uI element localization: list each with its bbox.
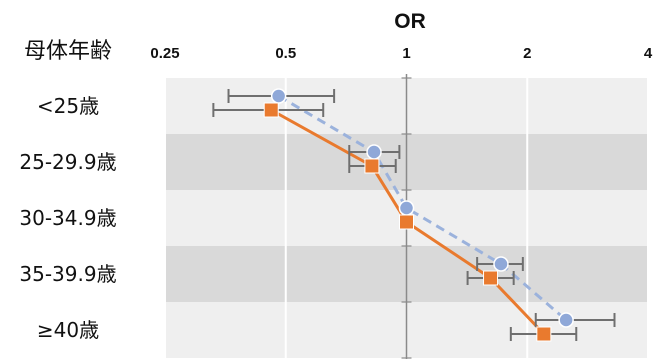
row-label: 35-39.9歳 [19, 262, 116, 286]
row-labels: <25歳 25-29.9歳 30-34.9歳 35-39.9歳 ≥40歳 [19, 94, 116, 342]
data-point-square [364, 158, 380, 174]
data-point-circle [270, 88, 287, 104]
markers [263, 88, 574, 342]
row-label: 30-34.9歳 [19, 206, 116, 230]
data-point-circle [366, 144, 382, 160]
x-tick-label: 4 [644, 45, 653, 62]
data-point-square [263, 102, 279, 118]
x-tick-label: 2 [523, 45, 531, 62]
x-tick-label: 0.5 [275, 45, 296, 62]
data-point-square [536, 326, 552, 342]
data-point-square [399, 214, 414, 230]
row-header-label: 母体年齢 [24, 39, 112, 64]
x-tick-label: 0.25 [150, 45, 179, 62]
data-point-circle [398, 200, 415, 216]
data-point-square [483, 270, 499, 286]
x-tick-label: 1 [402, 45, 410, 62]
row-label: <25歳 [37, 94, 99, 118]
gridlines [164, 78, 649, 358]
data-point-circle [558, 312, 574, 328]
axis-title: OR [394, 10, 426, 33]
row-label: ≥40歳 [37, 318, 99, 342]
row-label: 25-29.9歳 [19, 150, 116, 174]
x-tick-labels: 0.25 0.5 1 2 4 [150, 45, 652, 62]
data-point-circle [493, 256, 509, 272]
